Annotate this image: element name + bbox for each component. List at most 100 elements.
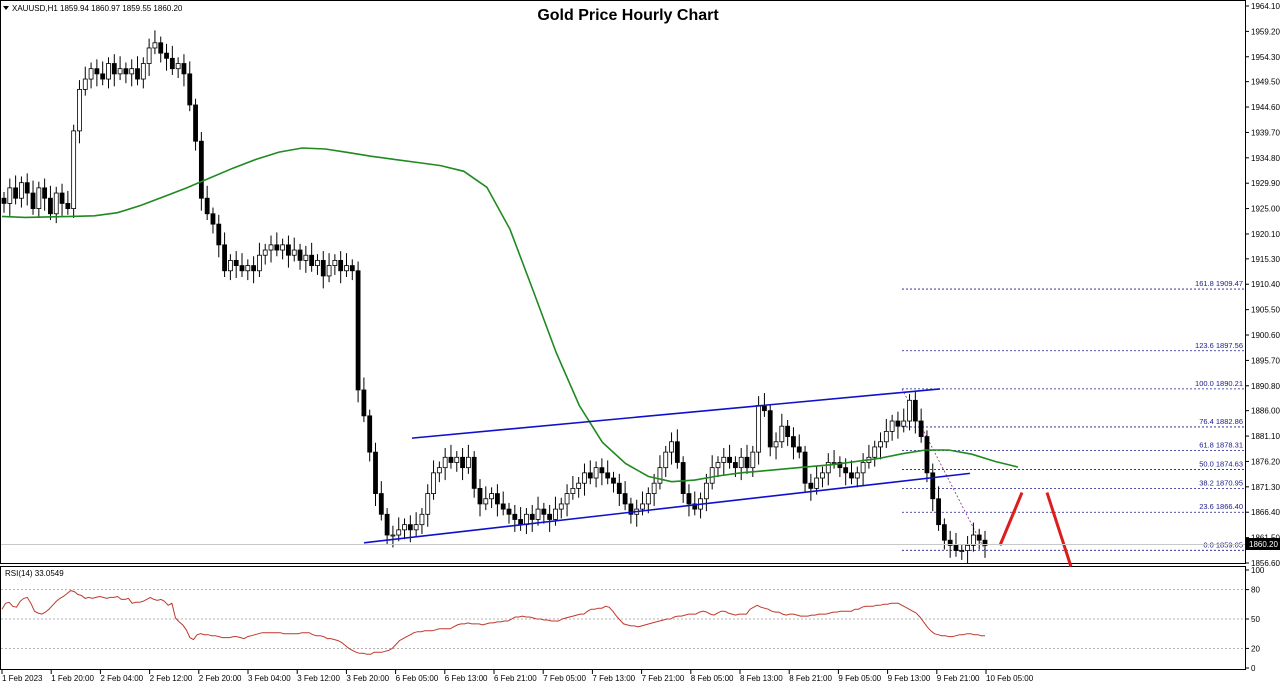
candle-down — [94, 68, 100, 75]
candle-up — [77, 89, 82, 132]
candle-up — [576, 482, 582, 489]
candle-down — [953, 544, 959, 551]
candle-down — [355, 270, 361, 391]
candle-down — [187, 73, 193, 106]
candle-up — [326, 265, 332, 277]
candle-down — [918, 420, 924, 437]
time-tick-label: 2 Feb 20:00 — [199, 674, 242, 683]
candle-down — [338, 260, 344, 272]
candle-up — [553, 508, 558, 520]
candle-up — [303, 254, 309, 261]
price-tick-label: 1881.10 — [1251, 432, 1280, 441]
candle-down — [837, 462, 843, 469]
candle-up — [860, 462, 866, 474]
candle-up — [489, 493, 494, 500]
candle-up — [889, 420, 895, 432]
candle-up — [756, 405, 762, 453]
candle-up — [19, 182, 24, 199]
candle-down — [349, 265, 355, 272]
candle-down — [843, 467, 849, 474]
candle-down — [111, 63, 117, 75]
candle-up — [245, 265, 251, 272]
candle-up — [907, 399, 912, 422]
candle-up — [872, 446, 878, 458]
time-tick-label: 7 Feb 05:00 — [543, 674, 586, 683]
candle-down — [622, 493, 628, 505]
candle-down — [947, 539, 953, 546]
candle-down — [605, 472, 611, 479]
candle-up — [53, 192, 59, 215]
price-tick-label: 1886.00 — [1251, 407, 1280, 416]
candle-down — [791, 436, 796, 448]
candle-down — [587, 472, 593, 479]
time-tick-label: 1 Feb 2023 — [2, 674, 43, 683]
fib-level-label: 50.0 1874.63 — [1199, 460, 1243, 469]
candle-down — [13, 187, 19, 199]
candle-down — [297, 249, 303, 261]
candle-up — [709, 467, 715, 484]
time-tick-label: 10 Feb 05:00 — [986, 674, 1034, 683]
candle-down — [471, 456, 477, 489]
candle-up — [88, 68, 94, 80]
candle-down — [762, 405, 767, 412]
rsi-tick-label: 20 — [1251, 644, 1260, 653]
candle-up — [535, 508, 541, 520]
time-tick-label: 3 Feb 12:00 — [297, 674, 340, 683]
price-axis: 1964.10 1959.20 1954.30 1949.50 1944.60 1939.… — [1245, 2, 1280, 568]
price-tick-label: 1866.40 — [1251, 508, 1280, 517]
channel-upper-line — [411, 388, 941, 439]
candle-up — [71, 130, 77, 209]
chart-title: Gold Price Hourly Chart — [537, 7, 719, 24]
time-tick-label: 9 Feb 21:00 — [937, 674, 980, 683]
candle-up — [82, 78, 88, 90]
candle-down — [982, 539, 988, 546]
price-tick-label: 1871.30 — [1251, 483, 1280, 492]
candle-down — [169, 57, 175, 70]
price-tick-label: 1905.50 — [1251, 306, 1280, 315]
candle-up — [738, 456, 744, 469]
candle-down — [251, 265, 257, 272]
candle-up — [431, 472, 436, 494]
candle-down — [767, 410, 773, 448]
candle-up — [820, 472, 825, 479]
price-tick-label: 1964.10 — [1251, 2, 1280, 11]
price-tick-label: 1954.30 — [1251, 53, 1280, 62]
candle-up — [703, 482, 709, 500]
candle-up — [582, 472, 587, 484]
candle-up — [831, 462, 837, 464]
candle-up — [715, 462, 721, 469]
price-tick-label: 1944.60 — [1251, 103, 1280, 112]
candle-up — [570, 487, 576, 494]
candle-up — [825, 462, 831, 474]
candle-down — [286, 244, 291, 256]
candle-down — [1, 197, 7, 204]
candle-up — [344, 265, 349, 272]
candle-down — [181, 63, 187, 75]
candle-up — [442, 456, 448, 469]
candle-down — [216, 223, 222, 246]
candle-down — [518, 519, 524, 526]
candle-up — [645, 493, 651, 505]
rsi-indicator: 100 80 50 20 0 — [1, 566, 1265, 673]
candle-down — [611, 477, 616, 484]
candle-down — [529, 513, 535, 520]
candle-up — [129, 68, 135, 75]
time-axis: 1 Feb 2023 1 Feb 20:00 2 Feb 04:00 2 Feb 12… — [1, 670, 1034, 683]
candle-down — [233, 260, 239, 266]
candle-down — [692, 503, 698, 510]
candle-down — [495, 493, 500, 505]
candle-down — [204, 197, 210, 215]
candle-up — [268, 244, 274, 251]
candle-up — [750, 451, 756, 469]
candle-down — [164, 52, 169, 59]
price-tick-label: 1934.80 — [1251, 154, 1280, 163]
current-price-label: 1860.20 — [1249, 540, 1278, 549]
candle-up — [883, 430, 889, 443]
candle-up — [152, 42, 158, 49]
candle-up — [425, 493, 431, 515]
candle-up — [970, 534, 976, 546]
candle-down — [924, 436, 930, 474]
candle-down — [309, 254, 315, 266]
symbol-dropdown-icon[interactable] — [3, 6, 9, 10]
candle-up — [814, 477, 820, 489]
